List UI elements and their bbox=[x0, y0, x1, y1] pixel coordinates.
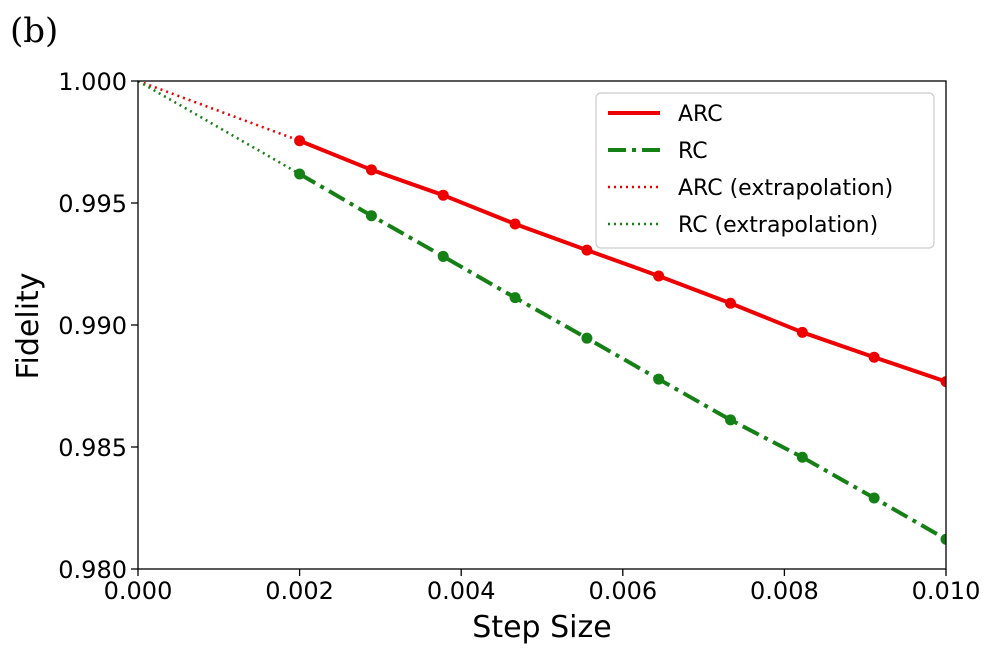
x-tick-label: 0.000 bbox=[104, 577, 173, 605]
legend-label: ARC (extrapolation) bbox=[678, 176, 893, 201]
data-point-rc bbox=[581, 332, 593, 344]
data-point-arc bbox=[509, 218, 521, 230]
data-point-rc bbox=[365, 210, 377, 222]
data-point-rc bbox=[653, 373, 665, 385]
x-axis-title: Step Size bbox=[472, 610, 611, 645]
y-tick-label: 0.990 bbox=[58, 312, 127, 340]
data-point-arc bbox=[437, 189, 449, 201]
series-line-arc bbox=[298, 138, 946, 384]
data-point-arc bbox=[365, 164, 377, 176]
data-point-rc bbox=[868, 492, 880, 504]
data-point-rc bbox=[940, 533, 946, 545]
legend-label: RC bbox=[678, 139, 708, 164]
data-point-arc bbox=[725, 297, 737, 309]
axes: 0.000 0.002 0.004 0.006 0.008 0.010 0.980 0.985… bbox=[58, 68, 980, 605]
data-point-arc bbox=[653, 270, 665, 282]
x-tick-label: 0.002 bbox=[265, 577, 334, 605]
legend-box bbox=[595, 92, 935, 249]
y-tick-label: 0.995 bbox=[58, 190, 127, 218]
series-line-rc-extrapolation bbox=[138, 81, 301, 176]
data-point-arc bbox=[294, 135, 306, 147]
x-tick-label: 0.010 bbox=[912, 577, 981, 605]
y-tick-label: 1.000 bbox=[58, 68, 127, 96]
legend: ARC RC ARC (extrapolation) RC (extrapolatio… bbox=[595, 92, 935, 249]
data-point-rc bbox=[294, 168, 306, 180]
y-axis-title: Fidelity bbox=[11, 272, 46, 379]
x-tick-label: 0.004 bbox=[427, 577, 496, 605]
data-point-arc bbox=[796, 326, 808, 338]
y-tick-label: 0.985 bbox=[58, 434, 127, 462]
data-point-rc bbox=[725, 414, 737, 426]
series-group bbox=[138, 81, 946, 545]
x-tick-label: 0.008 bbox=[750, 577, 819, 605]
data-point-rc bbox=[437, 250, 449, 262]
series-line-arc-extrapolation bbox=[138, 81, 301, 142]
data-point-arc bbox=[868, 351, 880, 363]
legend-label: RC (extrapolation) bbox=[678, 213, 878, 238]
legend-label: ARC bbox=[678, 102, 723, 127]
data-point-arc bbox=[581, 244, 593, 256]
y-tick-label: 0.980 bbox=[58, 556, 127, 584]
series-line-rc bbox=[298, 172, 946, 541]
data-point-rc bbox=[796, 451, 808, 463]
panel-label: (b) bbox=[10, 11, 58, 51]
x-tick-label: 0.006 bbox=[588, 577, 657, 605]
plot-area bbox=[138, 81, 946, 545]
data-point-arc bbox=[940, 376, 946, 388]
data-point-rc bbox=[509, 292, 521, 304]
